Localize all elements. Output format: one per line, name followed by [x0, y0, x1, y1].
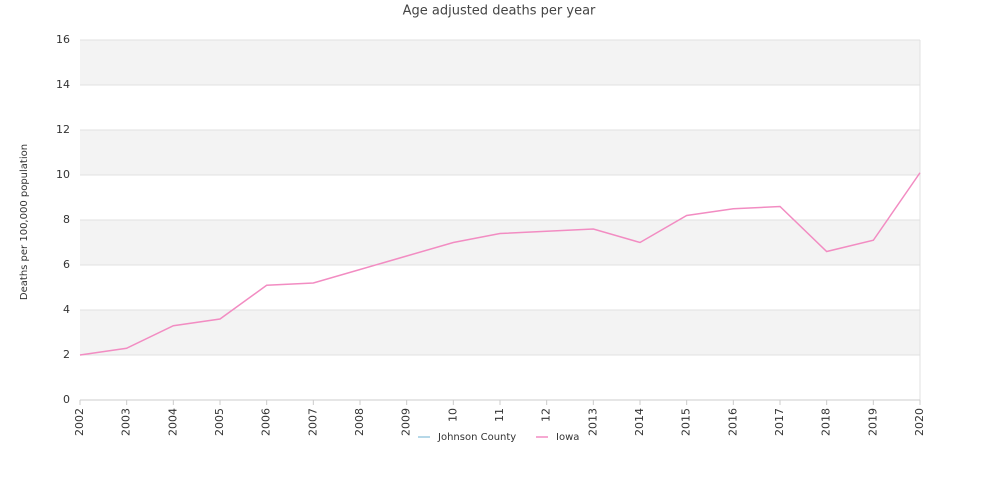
x-tick-label: 2019 [866, 408, 879, 436]
x-tick-label: 10 [446, 408, 459, 422]
y-tick-label: 10 [56, 168, 70, 181]
grid-band [80, 310, 920, 355]
x-tick-label: 2005 [213, 408, 226, 436]
x-tick-label: 2016 [726, 408, 739, 436]
x-tick-label: 2020 [913, 408, 926, 436]
y-tick-label: 0 [63, 393, 70, 406]
x-tick-label: 2013 [586, 408, 599, 436]
grid-band [80, 130, 920, 175]
y-tick-label: 12 [56, 123, 70, 136]
x-tick-label: 11 [493, 408, 506, 422]
x-tick-label: 2008 [353, 408, 366, 436]
grid-band [80, 40, 920, 85]
x-tick-label: 2009 [400, 408, 413, 436]
legend-label: Johnson County [437, 432, 516, 443]
y-tick-label: 14 [56, 78, 70, 91]
x-tick-label: 12 [540, 408, 553, 422]
y-axis-label: Deaths per 100,000 population [19, 144, 30, 300]
y-tick-label: 4 [63, 303, 70, 316]
x-tick-label: 2006 [260, 408, 273, 436]
x-tick-label: 2018 [820, 408, 833, 436]
y-tick-label: 2 [63, 348, 70, 361]
legend-label: Iowa [556, 432, 579, 443]
x-tick-label: 2015 [680, 408, 693, 436]
x-tick-label: 2014 [633, 408, 646, 436]
y-tick-label: 6 [63, 258, 70, 271]
chart-title: Age adjusted deaths per year [403, 4, 596, 19]
x-tick-label: 2004 [166, 408, 179, 436]
y-tick-label: 16 [56, 33, 70, 46]
bands [80, 40, 920, 355]
x-tick-label: 2003 [120, 408, 133, 436]
x-tick-label: 2017 [773, 408, 786, 436]
line-series [79, 172, 921, 356]
grid-band [80, 220, 920, 265]
y-tick-label: 8 [63, 213, 70, 226]
x-tick-label: 2007 [306, 408, 319, 436]
x-tick-label: 2002 [73, 408, 86, 436]
